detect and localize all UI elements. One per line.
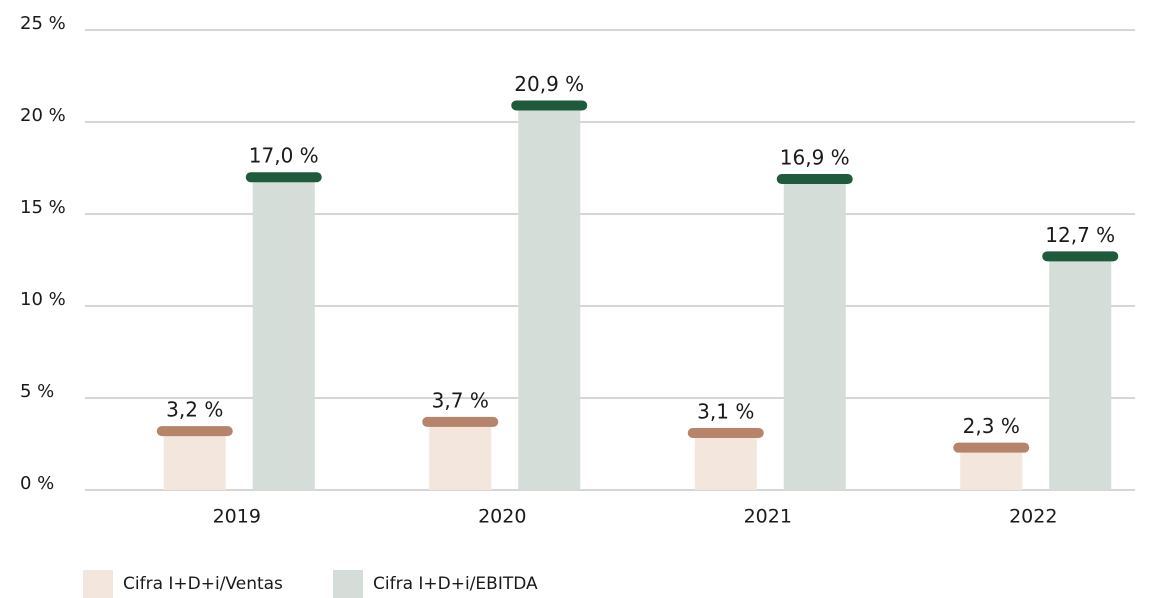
- legend-label: Cifra I+D+i/EBITDA: [373, 574, 538, 594]
- bar: [518, 105, 581, 490]
- value-label: 17,0 %: [249, 144, 319, 168]
- y-tick-label: 0 %: [20, 473, 54, 494]
- value-label: 12,7 %: [1045, 223, 1115, 247]
- x-tick-label: 2022: [1009, 506, 1057, 528]
- bar: [960, 447, 1023, 490]
- y-tick-label: 10 %: [20, 289, 66, 310]
- bar: [1049, 256, 1112, 490]
- value-label: 16,9 %: [780, 146, 850, 170]
- bar: [429, 421, 492, 490]
- y-tick-label: 15 %: [20, 197, 66, 218]
- legend-swatch: [333, 570, 363, 598]
- y-tick-label: 20 %: [20, 105, 66, 126]
- value-label: 20,9 %: [514, 72, 584, 96]
- x-tick-label: 2019: [213, 506, 261, 528]
- legend-label: Cifra I+D+i/Ventas: [123, 574, 283, 594]
- legend-swatch: [83, 570, 113, 598]
- value-label: 3,1 %: [697, 399, 754, 423]
- x-tick-label: 2020: [478, 506, 526, 528]
- bar: [783, 179, 846, 491]
- bar: [694, 432, 757, 490]
- y-tick-label: 25 %: [20, 13, 66, 34]
- value-label: 3,7 %: [432, 388, 489, 412]
- bar: [252, 177, 315, 490]
- y-tick-label: 5 %: [20, 381, 54, 402]
- x-tick-label: 2021: [744, 506, 792, 528]
- bar: [163, 431, 226, 490]
- value-label: 2,3 %: [963, 414, 1020, 438]
- value-label: 3,2 %: [166, 398, 223, 422]
